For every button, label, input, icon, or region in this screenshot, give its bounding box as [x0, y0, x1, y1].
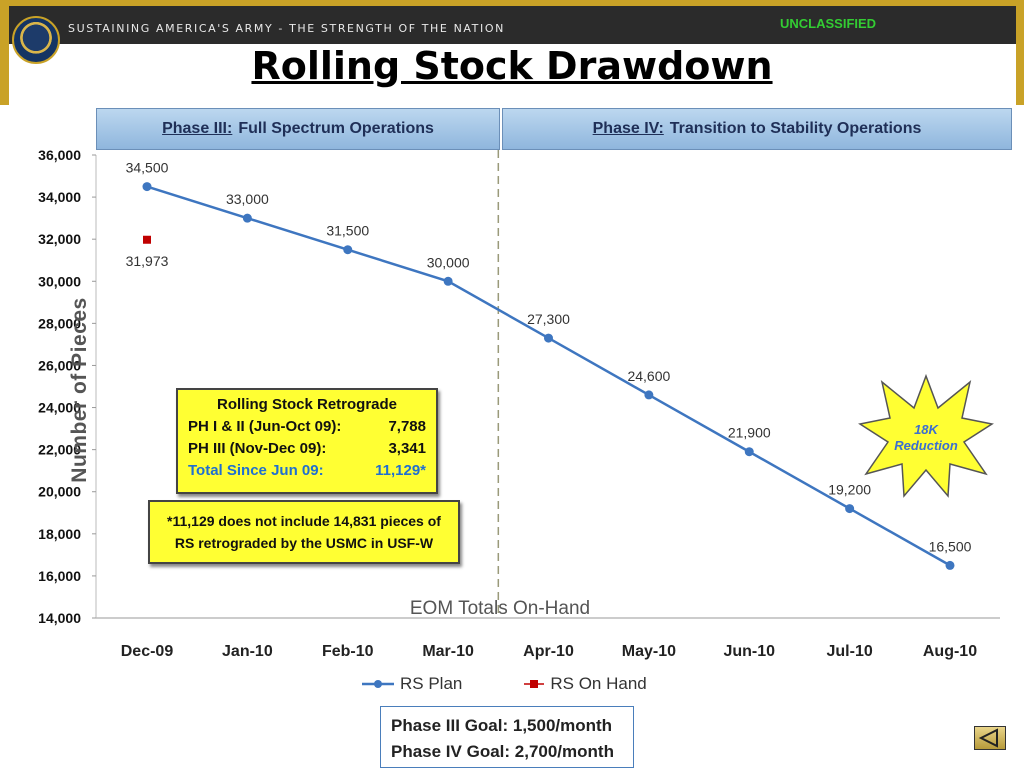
x-tick-label: Feb-10: [322, 643, 374, 660]
y-tick-label: 32,000: [38, 231, 81, 247]
gold-border-top: [0, 0, 1024, 6]
legend-label-onhand: RS On Hand: [550, 674, 647, 693]
rs-plan-point: [343, 245, 353, 255]
retrograde-total-label: Total Since Jun 09:: [188, 462, 324, 479]
x-tick-label: Mar-10: [422, 643, 474, 660]
y-tick-label: 22,000: [38, 442, 81, 458]
rs-plan-data-label: 31,500: [326, 223, 369, 239]
legend-label-plan: RS Plan: [400, 674, 463, 693]
retrograde-row-label: PH I & II (Jun-Oct 09):: [188, 418, 342, 435]
y-tick-label: 16,000: [38, 568, 81, 584]
rs-onhand-point: [143, 235, 151, 244]
rs-plan-point: [845, 504, 855, 514]
y-axis-title: Number of Pieces: [68, 297, 91, 483]
y-tick-label: 30,000: [38, 273, 81, 289]
legend-item-plan: RS Plan: [360, 674, 462, 694]
plan-line-icon: [362, 680, 394, 688]
phase-iv-desc: Transition to Stability Operations: [669, 120, 922, 137]
slide-title: Rolling Stock Drawdown: [251, 44, 773, 88]
y-tick-label: 34,000: [38, 189, 81, 205]
chart-legend: RS Plan RS On Hand: [360, 674, 647, 694]
rs-plan-data-label: 21,900: [728, 425, 771, 441]
rs-plan-data-label: 34,500: [126, 160, 169, 176]
retrograde-row-value: 3,341: [388, 440, 426, 457]
rs-plan-point: [945, 560, 955, 570]
x-axis-title: EOM Totals On-Hand: [409, 598, 591, 619]
rs-plan-point: [644, 390, 654, 400]
y-tick-label: 24,000: [38, 400, 81, 416]
retrograde-total-value: 11,129*: [375, 462, 426, 479]
back-arrow-icon: [978, 728, 998, 748]
rs-plan-data-label: 27,300: [527, 311, 570, 327]
phase-iv-banner: Phase IV: Transition to Stability Operat…: [502, 108, 1012, 150]
phase-iv-name: Phase IV:: [592, 120, 664, 137]
retrograde-row: PH III (Nov-Dec 09): 3,341: [188, 440, 426, 457]
x-tick-label: Jan-10: [222, 643, 273, 660]
rs-plan-data-label: 30,000: [427, 254, 470, 270]
header-motto: SUSTAINING AMERICA'S ARMY - THE STRENGTH…: [68, 22, 505, 35]
rs-plan-point: [242, 213, 252, 223]
rs-plan-point: [544, 333, 553, 343]
rs-plan-point: [443, 276, 453, 286]
phase-iii-desc: Full Spectrum Operations: [238, 120, 434, 137]
starburst-text: 18K Reduction: [894, 422, 958, 453]
header-bar: [0, 0, 1024, 44]
y-tick-label: 14,000: [38, 610, 81, 626]
classification-label: UNCLASSIFIED: [780, 16, 877, 31]
y-tick-label: 20,000: [38, 484, 81, 500]
goals-box: Phase III Goal: 1,500/month Phase IV Goa…: [380, 706, 634, 768]
y-tick-label: 26,000: [38, 357, 81, 373]
y-tick-label: 36,000: [38, 147, 81, 163]
goal-phase-iii: Phase III Goal: 1,500/month: [391, 716, 613, 735]
rs-plan-point: [744, 447, 754, 457]
x-tick-label: Jul-10: [827, 643, 873, 660]
legend-item-onhand: RS On Hand: [522, 674, 647, 694]
rs-plan-data-label: 24,600: [627, 368, 670, 384]
retrograde-total-row: Total Since Jun 09: 11,129*: [188, 462, 426, 479]
x-tick-label: Dec-09: [121, 643, 174, 660]
y-tick-label: 18,000: [38, 526, 81, 542]
retrograde-row-label: PH III (Nov-Dec 09):: [188, 440, 327, 457]
gold-border-right: [1016, 0, 1024, 105]
usmc-footnote: *11,129 does not include 14,831 pieces o…: [148, 500, 460, 564]
back-nav-button[interactable]: [974, 726, 1006, 750]
retrograde-callout: Rolling Stock Retrograde PH I & II (Jun-…: [176, 388, 438, 494]
rs-plan-data-label: 16,500: [929, 538, 972, 554]
x-tick-label: Aug-10: [923, 643, 977, 660]
retrograde-row-value: 7,788: [388, 418, 426, 435]
gold-border-left: [0, 0, 9, 105]
goal-phase-iv: Phase IV Goal: 2,700/month: [391, 742, 614, 761]
reduction-starburst: 18K Reduction: [858, 373, 994, 498]
onhand-marker-icon: [524, 680, 545, 688]
rs-plan-data-label: 33,000: [226, 191, 269, 207]
rs-plan-data-label: 19,200: [828, 482, 871, 498]
y-tick-label: 28,000: [38, 315, 81, 331]
phase-iii-banner: Phase III: Full Spectrum Operations: [96, 108, 500, 150]
rs-plan-point: [142, 182, 152, 192]
x-tick-label: Jun-10: [723, 643, 775, 660]
rs-onhand-data-label: 31,973: [126, 253, 169, 269]
x-tick-label: May-10: [622, 643, 676, 660]
x-tick-label: Apr-10: [523, 643, 574, 660]
retrograde-row: PH I & II (Jun-Oct 09): 7,788: [188, 418, 426, 435]
phase-iii-name: Phase III:: [162, 120, 233, 137]
army-seal-icon: [12, 16, 60, 64]
retrograde-heading: Rolling Stock Retrograde: [216, 396, 398, 413]
